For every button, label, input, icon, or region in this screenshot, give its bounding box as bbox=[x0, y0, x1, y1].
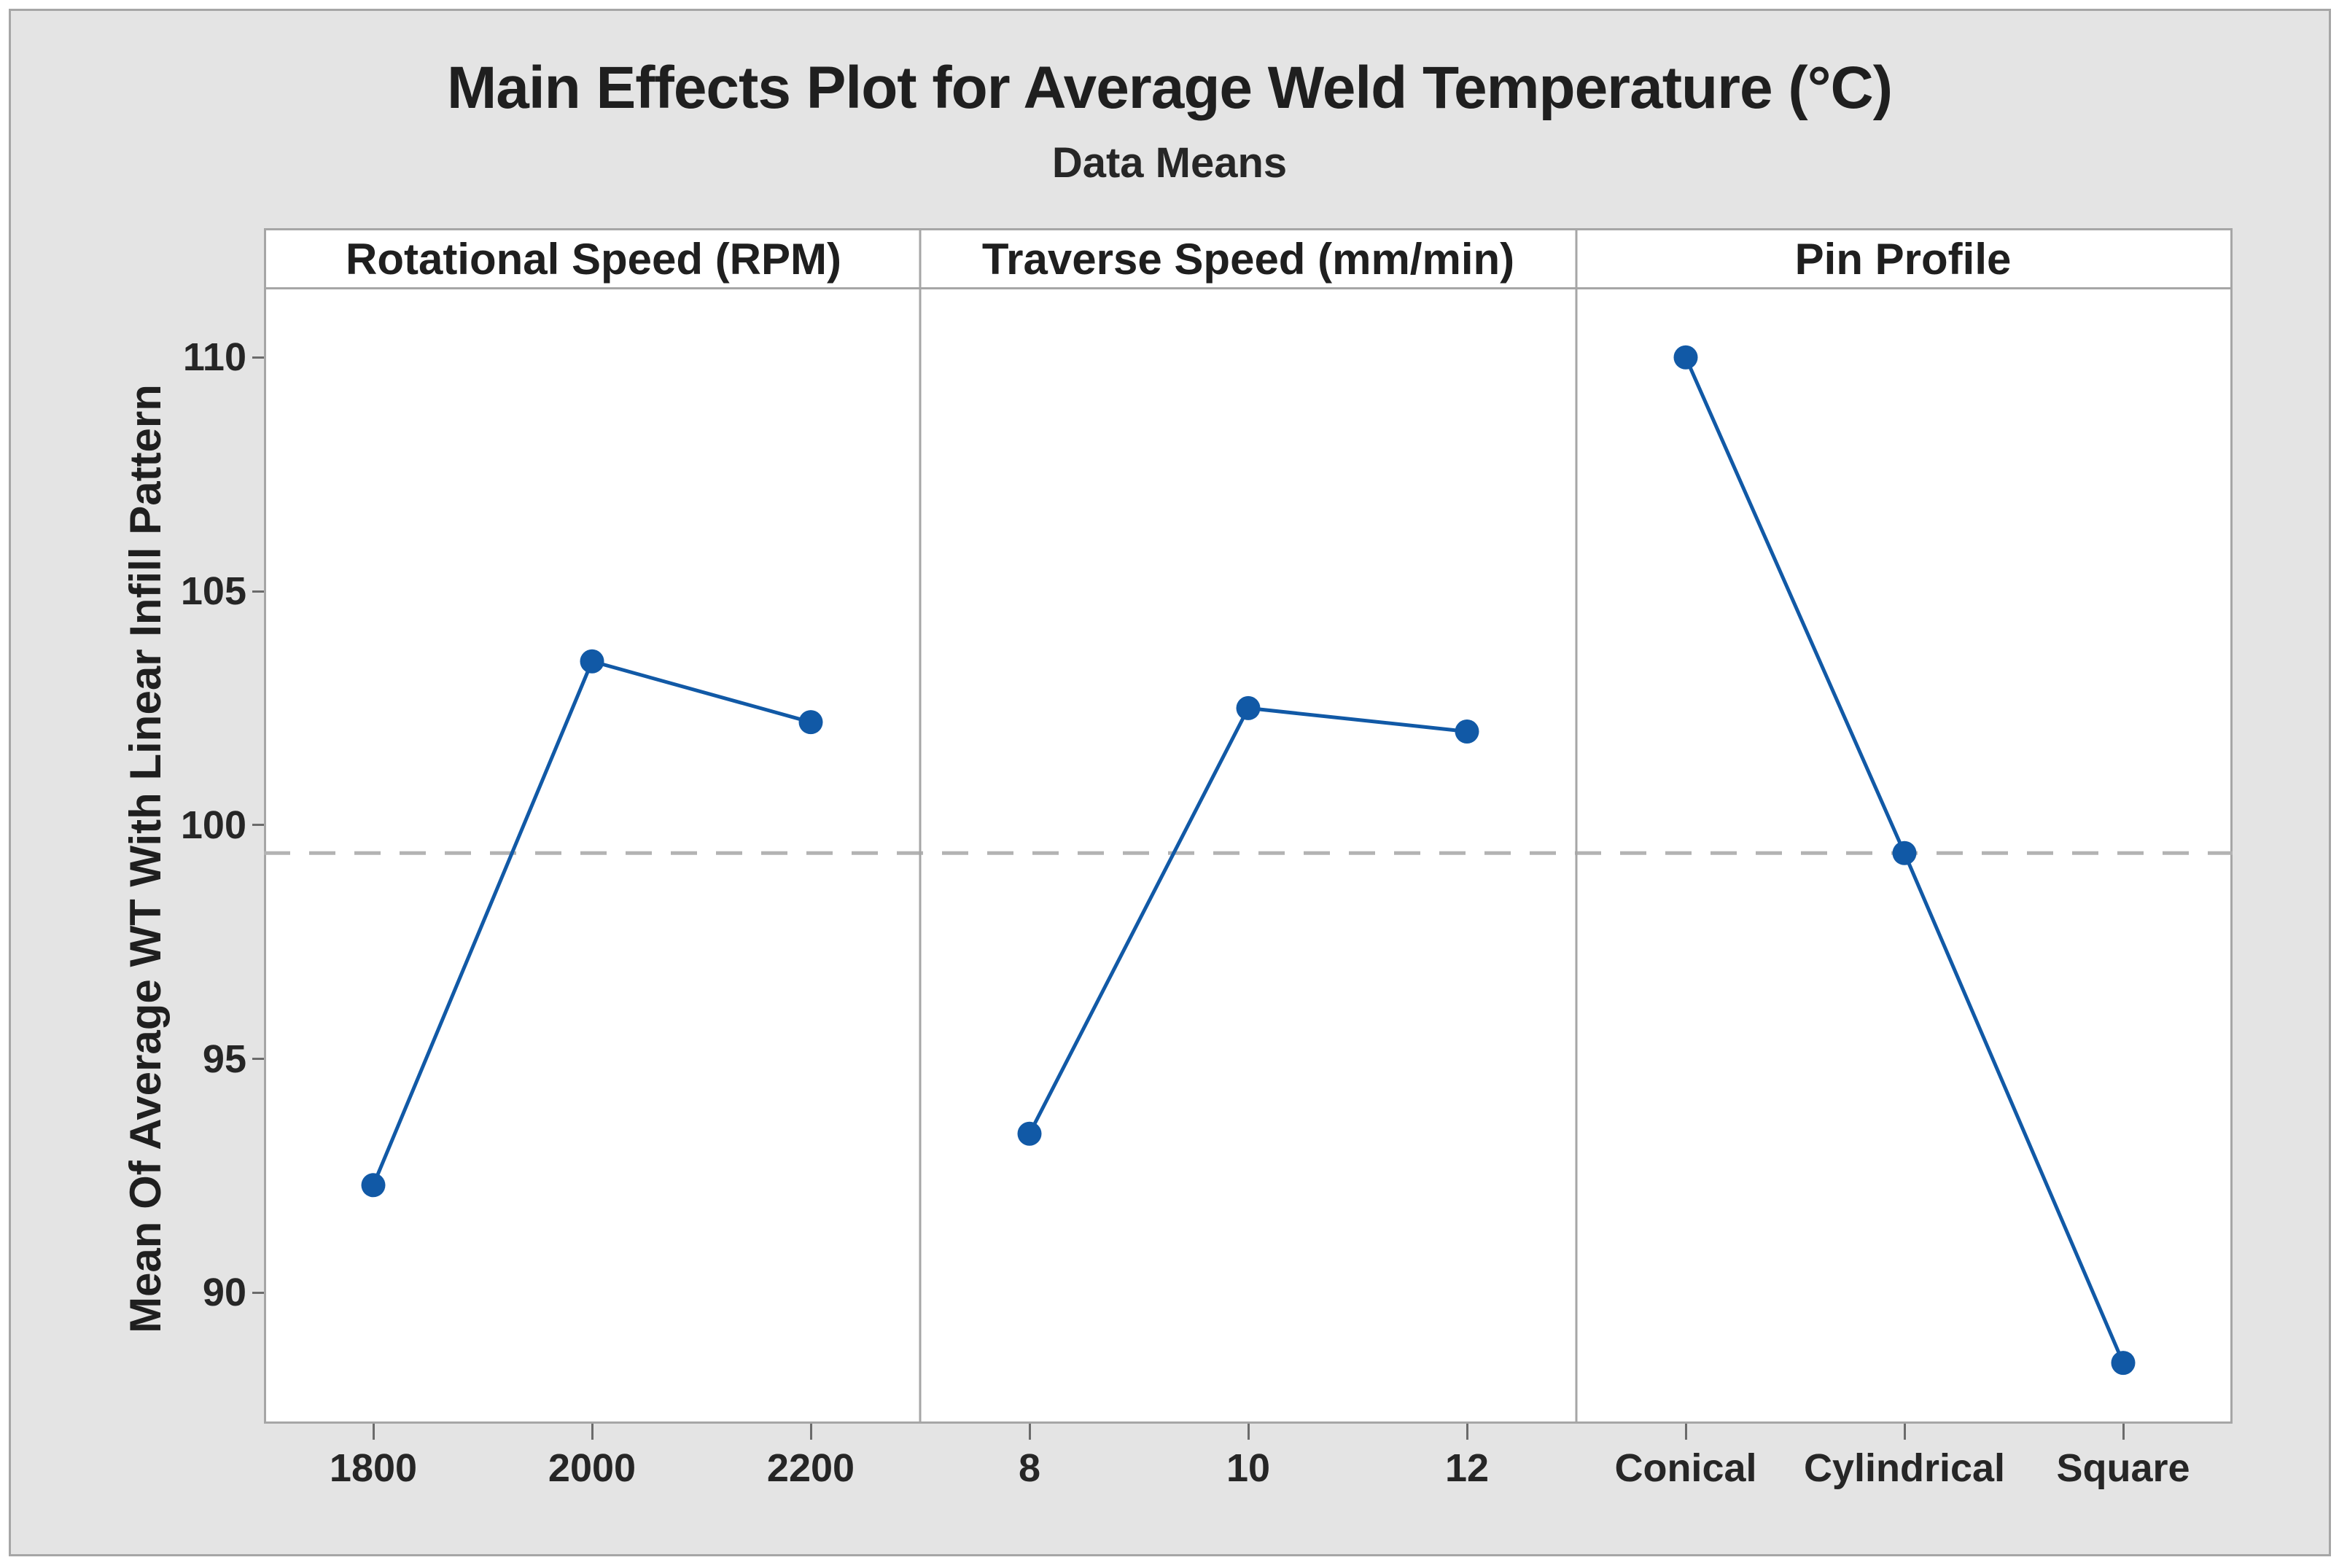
y-tick-mark bbox=[252, 1291, 264, 1294]
x-tick-mark bbox=[591, 1424, 593, 1440]
y-tick-mark bbox=[252, 824, 264, 827]
x-tick-mark bbox=[372, 1424, 375, 1440]
y-tick-label: 105 bbox=[180, 569, 246, 614]
x-tick-label: 10 bbox=[1226, 1446, 1271, 1490]
y-tick-label: 100 bbox=[180, 803, 246, 847]
data-point-marker bbox=[361, 1173, 386, 1198]
panel-header-2: Pin Profile bbox=[1794, 234, 2012, 284]
panel-header-1: Traverse Speed (mm/min) bbox=[981, 234, 1515, 284]
chart-subtitle: Data Means bbox=[1051, 139, 1288, 187]
data-point-marker bbox=[1673, 345, 1698, 370]
x-tick-mark bbox=[1028, 1424, 1031, 1440]
x-tick-mark bbox=[1903, 1424, 1906, 1440]
x-tick-label: Conical bbox=[1614, 1446, 1757, 1490]
panel-header-row: Rotational Speed (RPM) Traverse Speed (mm… bbox=[266, 230, 2230, 289]
y-tick-label: 110 bbox=[182, 335, 246, 380]
data-point-marker bbox=[1455, 719, 1479, 744]
x-tick-label: 8 bbox=[1018, 1446, 1041, 1490]
data-point-marker bbox=[2111, 1351, 2136, 1376]
series-line-panel-1 bbox=[1027, 706, 1468, 1135]
y-tick-mark bbox=[252, 1058, 264, 1061]
x-tick-mark bbox=[1466, 1424, 1468, 1440]
x-tick-mark bbox=[1247, 1424, 1250, 1440]
data-point-marker bbox=[798, 710, 823, 735]
y-tick-mark bbox=[252, 590, 264, 593]
data-point-marker bbox=[580, 649, 604, 674]
y-tick-mark bbox=[252, 356, 264, 359]
y-tick-label: 95 bbox=[202, 1037, 246, 1081]
x-tick-label: 12 bbox=[1444, 1446, 1490, 1490]
x-tick-label: 2000 bbox=[548, 1446, 637, 1490]
x-tick-label: 2200 bbox=[766, 1446, 855, 1490]
x-tick-mark bbox=[1684, 1424, 1687, 1440]
panel-header-0: Rotational Speed (RPM) bbox=[345, 234, 841, 284]
series-line-panel-0 bbox=[371, 659, 812, 1186]
data-point-marker bbox=[1017, 1121, 1042, 1146]
x-tick-mark bbox=[809, 1424, 812, 1440]
x-tick-label: 1800 bbox=[329, 1446, 418, 1490]
y-tick-label: 90 bbox=[202, 1271, 246, 1315]
data-point-marker bbox=[1892, 840, 1917, 865]
x-tick-mark bbox=[2122, 1424, 2125, 1440]
x-tick-label: Cylindrical bbox=[1803, 1446, 2006, 1490]
data-point-marker bbox=[1236, 695, 1261, 720]
chart-title: Main Effects Plot for Average Weld Tempe… bbox=[446, 55, 1893, 121]
plot-region: Rotational Speed (RPM) Traverse Speed (mm… bbox=[264, 228, 2233, 1424]
x-tick-label: Square bbox=[2056, 1446, 2190, 1490]
